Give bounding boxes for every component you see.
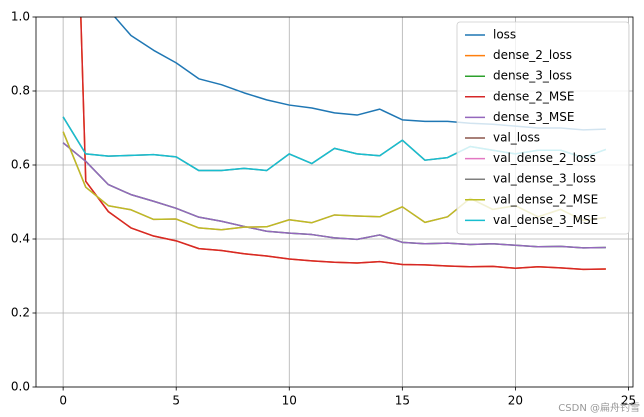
- legend-label: dense_3_MSE: [493, 110, 574, 124]
- x-tick-label: 25: [621, 394, 636, 408]
- y-tick-label: 0.4: [11, 232, 30, 246]
- legend-label: dense_2_loss: [493, 48, 572, 62]
- legend-label: dense_3_loss: [493, 69, 572, 83]
- legend-label: dense_2_MSE: [493, 89, 574, 103]
- watermark: CSDN @扁舟钓雪: [558, 401, 640, 414]
- legend-label: val_dense_2_MSE: [493, 192, 598, 206]
- x-tick-label: 5: [172, 394, 180, 408]
- series-line: [62, 142, 606, 249]
- legend-label: val_dense_2_loss: [493, 151, 596, 165]
- y-tick-label: 0.8: [11, 84, 30, 98]
- legend-label: val_loss: [493, 131, 540, 145]
- y-tick-label: 0.2: [11, 306, 30, 320]
- legend-label: loss: [493, 28, 516, 42]
- y-tick-label: 1.0: [11, 10, 30, 24]
- x-tick-label: 15: [395, 394, 410, 408]
- x-tick-label: 20: [508, 394, 523, 408]
- y-tick-label: 0.6: [11, 158, 30, 172]
- series-line: [80, 17, 606, 271]
- series-line: [63, 0, 606, 13]
- legend-label: val_dense_3_MSE: [493, 213, 598, 227]
- x-tick-label: 0: [59, 394, 67, 408]
- legend-box: [456, 21, 630, 235]
- y-tick-label: 0.0: [11, 380, 30, 394]
- x-tick-label: 10: [282, 394, 297, 408]
- plot-frame: [35, 16, 634, 388]
- legend-label: val_dense_3_loss: [493, 172, 596, 186]
